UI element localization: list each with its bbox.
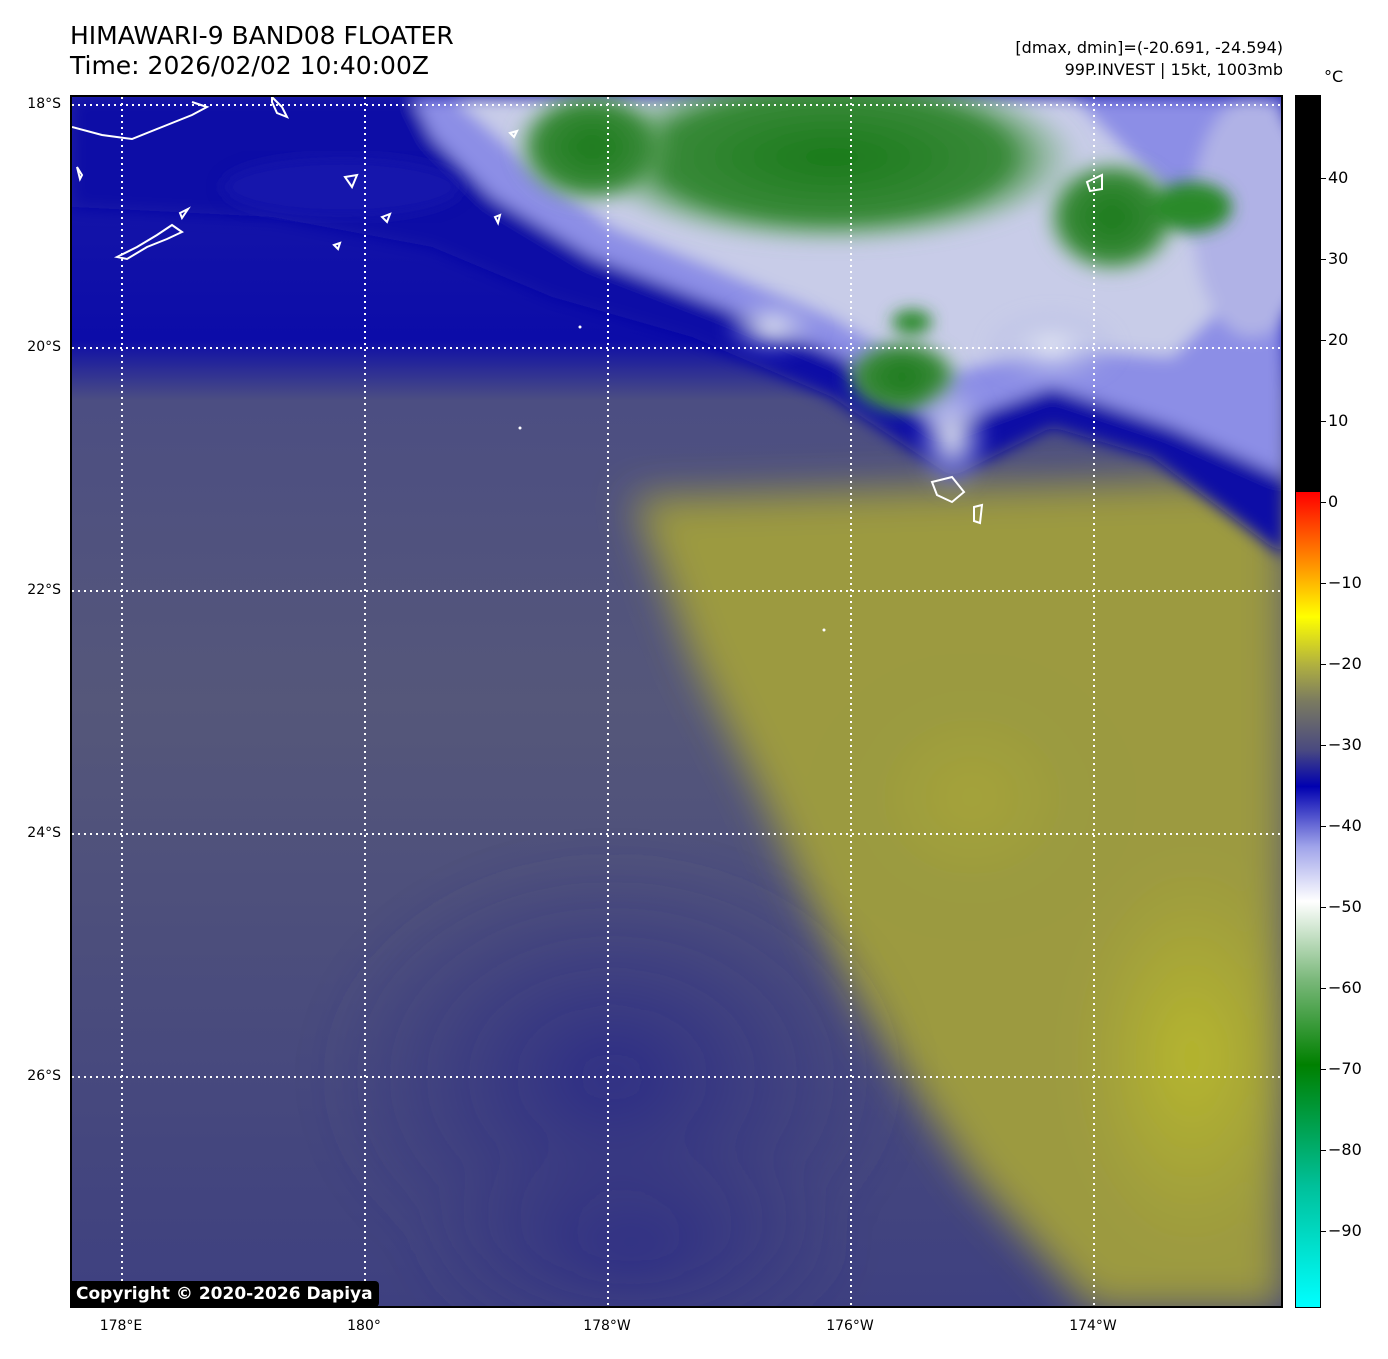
islet-marker <box>578 325 582 329</box>
colorbar-tick <box>1321 502 1326 503</box>
colorbar-tick-label: 0 <box>1328 492 1339 511</box>
colorbar-tick <box>1321 664 1326 665</box>
colorbar-tick <box>1321 1150 1326 1151</box>
colorbar-tick-label: −10 <box>1328 573 1362 592</box>
coldest-cloud-tops <box>512 97 1232 497</box>
colorbar-tick <box>1321 340 1326 341</box>
satellite-imagery-map <box>70 95 1283 1308</box>
colorbar-tick-label: −20 <box>1328 654 1362 673</box>
colorbar <box>1295 95 1321 1308</box>
colorbar-tick <box>1321 745 1326 746</box>
colorbar-tick-label: −50 <box>1328 897 1362 916</box>
lon-label-176w: 176°W <box>826 1318 874 1334</box>
graticule <box>72 97 1281 1306</box>
colorbar-tick <box>1321 907 1326 908</box>
fiji-coast <box>72 101 210 141</box>
colorbar-tick <box>1321 259 1326 260</box>
colorbar-tick-label: 40 <box>1328 168 1349 187</box>
lat-label-18s: 18°S <box>27 96 61 112</box>
colorbar-tick <box>1321 421 1326 422</box>
coastlines <box>72 97 1103 525</box>
colorbar-tick <box>1321 1231 1326 1232</box>
colorbar-tick-label: 10 <box>1328 411 1349 430</box>
colorbar-tick-label: −70 <box>1328 1059 1362 1078</box>
colorbar-tick <box>1321 826 1326 827</box>
colorbar-tick-label: 20 <box>1328 330 1349 349</box>
copyright-notice: Copyright © 2020-2026 Dapiya <box>70 1281 379 1307</box>
lon-label-174w: 174°W <box>1069 1318 1117 1334</box>
lon-label-180: 180° <box>347 1318 381 1334</box>
colorbar-tick-label: −90 <box>1328 1221 1362 1240</box>
timestamp: Time: 2026/02/02 10:40:00Z <box>70 51 429 80</box>
storm-info: 99P.INVEST | 15kt, 1003mb <box>1064 60 1283 79</box>
dry-air-region <box>632 477 1281 1306</box>
lat-label-26s: 26°S <box>27 1068 61 1084</box>
lat-label-20s: 20°S <box>27 339 61 355</box>
colorbar-tick <box>1321 988 1326 989</box>
islet-marker <box>518 426 522 430</box>
lat-label-24s: 24°S <box>27 825 61 841</box>
dmax-dmin-readout: [dmax, dmin]=(-20.691, -24.594) <box>1015 38 1283 57</box>
chart-title: HIMAWARI-9 BAND08 FLOATER <box>70 21 454 50</box>
colorbar-tick <box>1321 1069 1326 1070</box>
lon-label-178e: 178°E <box>99 1318 143 1334</box>
lon-label-178w: 178°W <box>583 1318 631 1334</box>
colorbar-tick <box>1321 583 1326 584</box>
colorbar-tick-label: −80 <box>1328 1140 1362 1159</box>
colorbar-tick-label: −30 <box>1328 735 1362 754</box>
colorbar-unit: °C <box>1324 67 1344 86</box>
colorbar-tick-label: 30 <box>1328 249 1349 268</box>
western-cloud <box>222 157 462 217</box>
lat-label-22s: 22°S <box>27 582 61 598</box>
colorbar-tick <box>1321 178 1326 179</box>
imagery-canvas <box>72 97 1281 1306</box>
colorbar-tick-label: −60 <box>1328 978 1362 997</box>
colorbar-tick-label: −40 <box>1328 816 1362 835</box>
islet-marker <box>822 628 826 632</box>
